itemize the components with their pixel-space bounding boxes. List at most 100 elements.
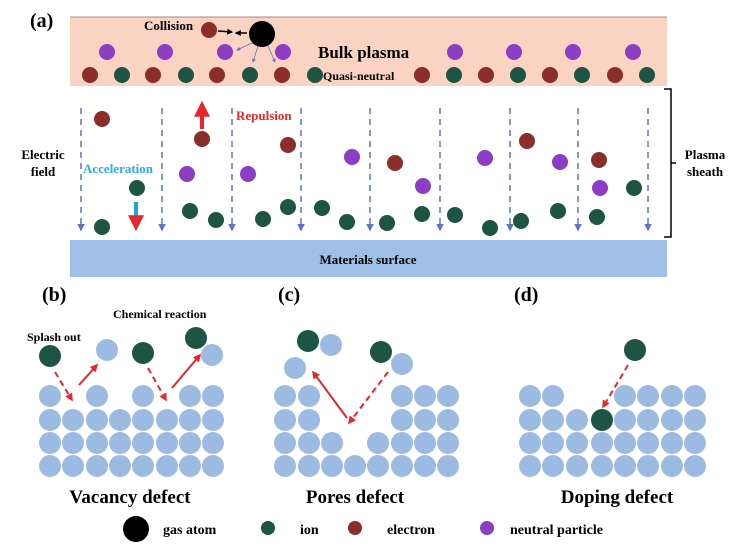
vacancy-defect-caption: Vacancy defect [69, 487, 191, 508]
lattice-atom [591, 432, 613, 454]
outgoing-solid-arrow [78, 363, 99, 386]
electron [145, 67, 161, 83]
lattice-atom [391, 353, 413, 375]
ion [482, 220, 498, 236]
ion [307, 67, 323, 83]
ion [114, 67, 130, 83]
ion [178, 67, 194, 83]
lattice-atom [86, 385, 108, 407]
ion [255, 211, 271, 227]
incoming-dashed-arrow [348, 371, 389, 425]
electron [414, 67, 430, 83]
lattice-atom [614, 385, 636, 407]
plasma-sheath-label-1: Plasma [685, 147, 726, 162]
ion [39, 345, 61, 367]
lattice-atom [519, 455, 541, 477]
repulsion-label: Repulsion [236, 108, 292, 123]
ion [446, 67, 462, 83]
red-arrows [54, 353, 629, 425]
incoming-dashed-arrow [147, 367, 167, 402]
lattice-atom [321, 455, 343, 477]
lattice-atom [156, 409, 178, 431]
lattice-atom [566, 455, 588, 477]
lattice-atom [179, 455, 201, 477]
neutral-particle [415, 178, 431, 194]
neutral-particle [506, 44, 522, 60]
ion [297, 330, 319, 352]
neutral-particle [157, 44, 173, 60]
panel-c-label: (c) [278, 284, 300, 306]
lattice-atom [202, 432, 224, 454]
lattice-atom [274, 455, 296, 477]
neutral-particle [552, 154, 568, 170]
acceleration-label: Acceleration [83, 161, 154, 176]
lattice-atom [298, 455, 320, 477]
ion [624, 339, 646, 361]
legend-gas-atom-label: gas atom [163, 523, 217, 538]
lattice-atom [39, 385, 61, 407]
lattice-atom [39, 455, 61, 477]
legend-neutral-particle-label: neutral particle [510, 523, 603, 538]
ion [447, 207, 463, 223]
lattice-atom [62, 409, 84, 431]
ion [574, 67, 590, 83]
lattice-atom [284, 357, 306, 379]
pores-defect-caption: Pores defect [306, 487, 405, 508]
lattice-atom [344, 455, 366, 477]
lattice-atom [437, 385, 459, 407]
ion [589, 209, 605, 225]
lattice-atom [614, 455, 636, 477]
lattice-atom [637, 409, 659, 431]
electron [542, 67, 558, 83]
neutral-particle [565, 44, 581, 60]
lattice-atom [39, 432, 61, 454]
lattice-atom [614, 432, 636, 454]
lattice-atom [542, 432, 564, 454]
lattice-atom [109, 409, 131, 431]
ion [94, 219, 110, 235]
panel-a-label: (a) [30, 10, 53, 32]
ion [550, 203, 566, 219]
lattice-atom [86, 409, 108, 431]
electron [478, 67, 494, 83]
electron [519, 133, 535, 149]
electron [201, 22, 217, 38]
lattice-atom [661, 409, 683, 431]
sheath-bracket [664, 88, 676, 238]
lattice-atom [519, 432, 541, 454]
outgoing-solid-arrow [312, 370, 348, 419]
electric-field-lines [77, 108, 652, 232]
electric-field-label-2: field [31, 164, 56, 179]
ion [639, 67, 655, 83]
lattice-atom [96, 339, 118, 361]
lattice-atom [274, 432, 296, 454]
lattice-atom [566, 409, 588, 431]
neutral-particle [99, 44, 115, 60]
ion [626, 180, 642, 196]
ion [280, 199, 296, 215]
lattice-atom [684, 432, 706, 454]
lattice-atom [202, 409, 224, 431]
electron [274, 67, 290, 83]
collision-scatter-arrows [236, 41, 276, 63]
legend: gas atom ion electron neutral particle [123, 516, 603, 542]
neutral-particle [217, 44, 233, 60]
gas-atom [249, 21, 275, 47]
lattice-atom [367, 455, 389, 477]
neutral-particle [275, 44, 291, 60]
ion [414, 206, 430, 222]
lattice-atom [320, 334, 342, 356]
lattice-atom [519, 385, 541, 407]
lattice-atom [542, 409, 564, 431]
lattice-atom [391, 455, 413, 477]
lattice-atom [298, 385, 320, 407]
lattice-atom [542, 385, 564, 407]
ion [513, 213, 529, 229]
electron [209, 67, 225, 83]
lattice-atom [684, 455, 706, 477]
ion [182, 203, 198, 219]
lattice-atom [202, 385, 224, 407]
legend-electron-label: electron [387, 523, 435, 538]
legend-electron-swatch [348, 521, 362, 535]
lattice-atom [202, 455, 224, 477]
